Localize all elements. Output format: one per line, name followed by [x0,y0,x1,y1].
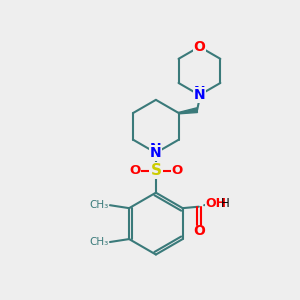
Text: N: N [194,88,205,102]
Text: N: N [150,146,162,160]
Text: O: O [194,40,206,54]
Text: O: O [172,164,183,177]
Text: N: N [194,85,205,99]
Text: N: N [150,142,162,156]
Text: S: S [150,163,161,178]
Polygon shape [179,108,197,114]
Text: O: O [193,224,205,238]
Text: O: O [129,164,140,177]
Text: CH₃: CH₃ [89,237,109,247]
Text: H: H [220,196,229,210]
Text: OH: OH [206,196,226,210]
Text: CH₃: CH₃ [89,200,109,210]
